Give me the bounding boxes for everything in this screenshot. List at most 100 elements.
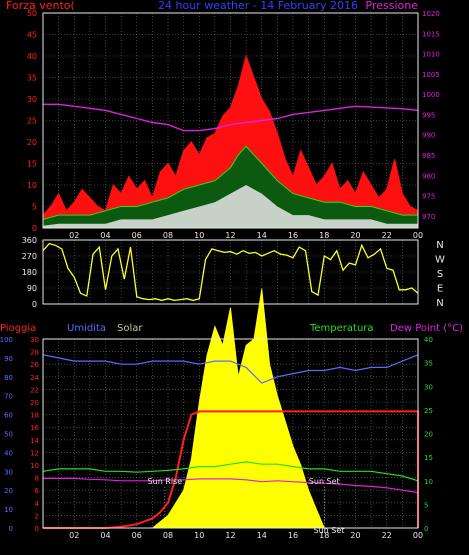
- rain-axis-tick: 10: [30, 462, 39, 470]
- direction-axis-tick: 0: [32, 300, 37, 309]
- sun-annotation: Sun Set: [313, 526, 344, 535]
- gust-area: [42, 54, 419, 229]
- wind-axis-tick: 50: [27, 9, 37, 18]
- x-tick-label: 18: [319, 531, 329, 540]
- rain-axis-tick: 2: [35, 512, 39, 520]
- x-tick-label: 22: [382, 531, 392, 540]
- rain-axis-tick: 0: [35, 525, 39, 533]
- temperature-axis-tick: 30: [424, 383, 433, 391]
- humidity-axis-tick: 100: [0, 336, 13, 344]
- pressure-label: Pressione: [366, 0, 419, 12]
- compass-label: W: [435, 255, 445, 266]
- humidity-axis-tick: 50: [4, 431, 13, 439]
- direction-axis-tick: 180: [22, 268, 37, 277]
- temperature-axis-tick: 10: [424, 478, 433, 486]
- humidity-axis-tick: 90: [4, 355, 13, 363]
- rain-axis-tick: 24: [30, 374, 39, 382]
- rain-axis-tick: 20: [30, 399, 39, 407]
- temperature-axis-tick: 0: [424, 525, 428, 533]
- pressure-axis-tick: 995: [422, 111, 435, 119]
- humidity-axis-tick: 20: [4, 487, 13, 495]
- grid-layer: [43, 13, 418, 528]
- rain-axis-tick: 28: [30, 349, 39, 357]
- x-tick-label: 12: [225, 231, 235, 240]
- legend-label: Dew Point (°C): [390, 323, 463, 334]
- direction-axis-tick: 90: [27, 284, 37, 293]
- text-layer: 24 hour weather - 14 February 2016 Forza…: [0, 0, 463, 540]
- sun-annotation: Sun Rise: [148, 477, 183, 486]
- legend-label: Temperatura: [309, 323, 374, 334]
- wind-axis-tick: 15: [27, 160, 37, 169]
- rain-line: [43, 410, 419, 529]
- pressure-axis-tick: 1005: [422, 71, 440, 79]
- rain-axis-tick: 30: [30, 336, 39, 344]
- temperature-axis-tick: 20: [424, 431, 433, 439]
- x-tick-label: 06: [132, 531, 142, 540]
- rain-axis-tick: 4: [35, 500, 40, 508]
- x-tick-label: 06: [132, 231, 142, 240]
- top-chart-title: 24 hour weather - 14 February 2016: [158, 0, 358, 12]
- wind-axis-tick: 5: [32, 203, 37, 212]
- direction-axis-tick: 360: [22, 236, 37, 245]
- humidity-axis-tick: 70: [4, 393, 13, 401]
- rain-axis-tick: 26: [30, 361, 39, 369]
- wind-axis-tick: 40: [27, 52, 37, 61]
- rain-axis-tick: 12: [30, 449, 39, 457]
- x-tick-label: 22: [382, 231, 392, 240]
- wind-axis-tick: 45: [27, 31, 37, 40]
- humidity-axis-tick: 60: [4, 412, 13, 420]
- humidity-axis-tick: 80: [4, 374, 13, 382]
- x-tick-label: 10: [194, 231, 204, 240]
- humidity-axis-tick: 40: [4, 449, 13, 457]
- rain-axis-tick: 16: [30, 424, 39, 432]
- pressure-axis-tick: 1010: [422, 51, 440, 59]
- legend-label: Pioggia: [0, 323, 36, 334]
- legend-label: Umidita: [67, 323, 106, 334]
- x-tick-label: 14: [257, 231, 267, 240]
- temperature-axis-tick: 15: [424, 454, 433, 462]
- wind-axis-tick: 25: [27, 117, 37, 126]
- wind-axis-tick: 0: [32, 224, 37, 233]
- x-tick-label: 04: [100, 231, 110, 240]
- compass-label: N: [436, 240, 443, 251]
- legend-label: Solar: [117, 323, 143, 334]
- x-tick-label: 00: [413, 531, 423, 540]
- average-wind-area: [42, 145, 419, 229]
- temperature-axis-tick: 25: [424, 407, 433, 415]
- x-tick-label: 20: [350, 231, 360, 240]
- rain-axis-tick: 8: [35, 475, 39, 483]
- compass-label: E: [437, 284, 443, 295]
- rain-axis-tick: 6: [35, 487, 40, 495]
- x-tick-label: 16: [288, 231, 298, 240]
- pressure-axis-tick: 980: [422, 172, 435, 180]
- panel-frame-3: [42, 338, 419, 529]
- wind-axis-tick: 10: [27, 181, 37, 190]
- pressure-axis-tick: 1000: [422, 91, 440, 99]
- x-tick-label: 02: [69, 531, 79, 540]
- minimum-wind-area: [43, 185, 418, 228]
- x-tick-label: 12: [225, 531, 235, 540]
- wind-axis-tick: 30: [27, 95, 37, 104]
- x-tick-label: 08: [163, 231, 173, 240]
- humidity-line: [42, 354, 419, 384]
- sun-annotation: Sun Set: [309, 477, 340, 486]
- temperature-axis-tick: 40: [424, 336, 433, 344]
- temperature-line: [42, 461, 419, 482]
- rain-axis-tick: 14: [30, 437, 39, 445]
- pressure-axis-tick: 1020: [422, 10, 440, 18]
- pressure-axis-tick: 970: [422, 213, 435, 221]
- x-tick-label: 08: [163, 531, 173, 540]
- x-tick-label: 18: [319, 231, 329, 240]
- x-tick-label: 00: [413, 231, 423, 240]
- pressure-line: [43, 103, 419, 132]
- x-tick-label: 04: [100, 531, 110, 540]
- direction-axis-tick: 270: [22, 252, 37, 261]
- humidity-axis-tick: 30: [4, 468, 13, 476]
- compass-label: S: [437, 269, 443, 280]
- wind-axis-tick: 20: [27, 138, 37, 147]
- wind-axis-tick: 35: [27, 74, 37, 83]
- series-layer: [42, 54, 419, 529]
- x-tick-label: 14: [257, 531, 267, 540]
- wind-direction-line: [42, 242, 419, 302]
